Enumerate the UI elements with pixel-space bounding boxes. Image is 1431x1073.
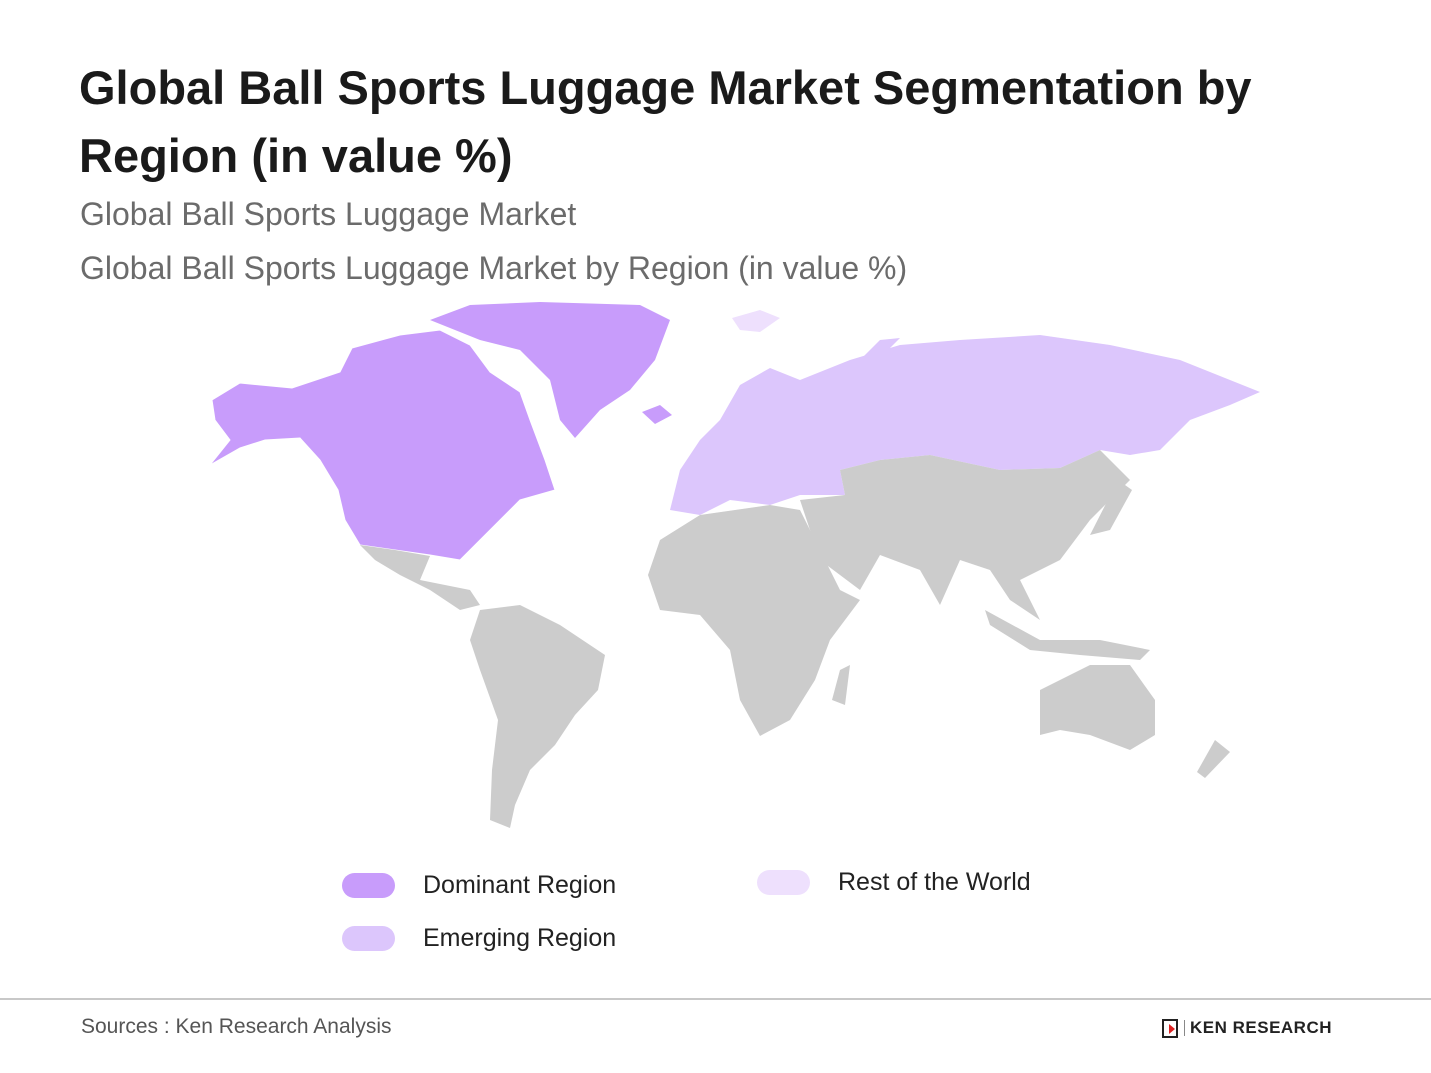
legend-rest: Rest of the World	[757, 868, 1031, 897]
ken-research-logo: KEN RESEARCH	[1162, 1018, 1332, 1038]
region-north-america	[209, 329, 556, 561]
legend-label: Dominant Region	[423, 871, 617, 899]
region-south-america	[470, 605, 605, 828]
footer-divider	[0, 998, 1431, 1000]
page-title: Global Ball Sports Luggage Market Segmen…	[79, 61, 1252, 182]
region-asia	[800, 450, 1130, 620]
region-central-america	[360, 545, 480, 610]
subtitle: Global Ball Sports Luggage Market	[80, 196, 577, 232]
chart-subtitle: Global Ball Sports Luggage Market by Reg…	[80, 250, 908, 286]
legend-emerging: Emerging Region	[342, 924, 616, 953]
legend-swatch-emerging	[342, 926, 395, 951]
region-indonesia	[985, 610, 1150, 660]
legend-swatch-rest	[757, 870, 810, 895]
legend-label: Emerging Region	[423, 924, 617, 952]
legend-swatch-dominant	[342, 873, 395, 898]
region-japan	[1090, 480, 1132, 535]
world-map	[209, 302, 1260, 828]
region-iceland	[642, 405, 672, 424]
source-note: Sources : Ken Research Analysis	[81, 1015, 392, 1038]
region-madagascar	[832, 665, 850, 705]
legend-label: Rest of the World	[838, 868, 1031, 896]
logo-text: KEN RESEARCH	[1190, 1018, 1333, 1037]
region-greenland	[430, 302, 670, 438]
region-novaya-zemlya	[855, 338, 900, 368]
region-australia	[1040, 665, 1155, 750]
legend-dominant: Dominant Region	[342, 871, 616, 900]
region-new-zealand	[1197, 740, 1230, 778]
region-europe-russia	[670, 335, 1260, 515]
region-africa	[648, 505, 860, 736]
logo-icon	[1162, 1018, 1178, 1038]
region-svalbard	[732, 310, 780, 332]
